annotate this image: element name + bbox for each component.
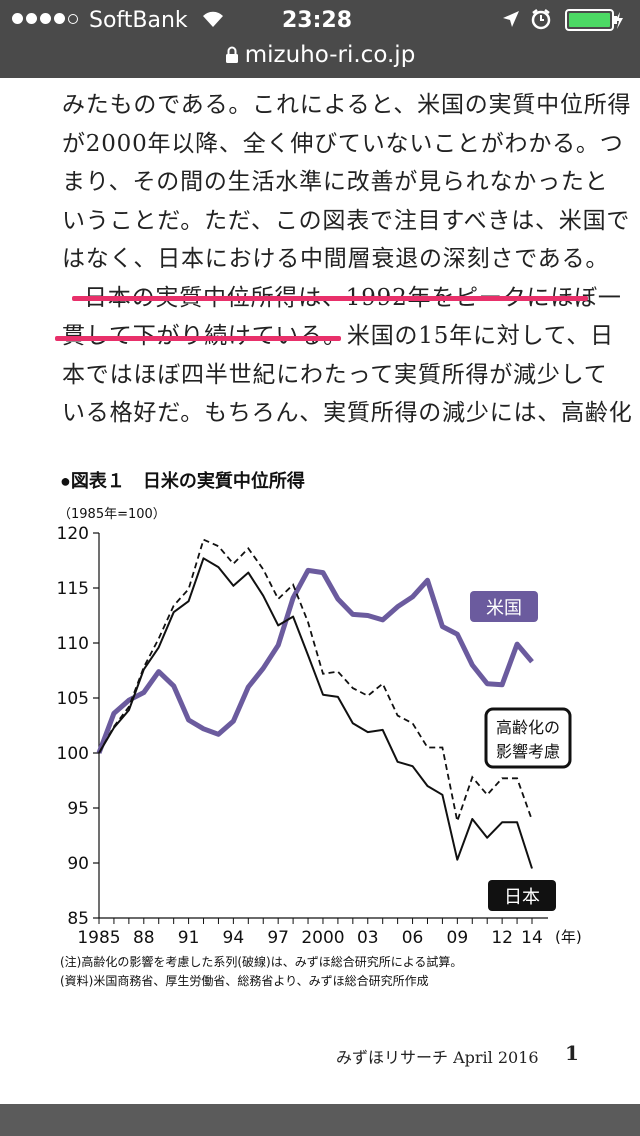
highlight-underline [55,336,341,341]
clock-time: 23:28 [282,8,353,33]
x-tick-label: 91 [178,928,200,948]
x-tick-label: 12 [491,928,513,948]
x-axis-unit: (年) [555,928,582,946]
legend-japan: 日本 [488,880,556,911]
chart-unit: （1985年=100） [58,507,166,522]
wifi-icon [203,11,223,27]
article-line: が2000年以降、全く伸びていないことがわかる。つ [62,130,624,157]
x-tick-label: 14 [521,928,543,948]
article-line: はなく、日本における中間層衰退の深刻さである。 [62,246,610,272]
y-tick-label: 90 [67,854,89,874]
chart-note: (注)高齢化の影響を考慮した系列(破線)は、みずほ総合研究所による試算。 [60,954,462,969]
legend-us: 米国 [470,591,538,622]
y-tick-label: 95 [67,799,89,819]
aging-adjusted-series-line [98,538,533,825]
series-layer [96,538,534,869]
y-tick-label: 110 [57,634,89,654]
location-arrow-icon [503,11,519,27]
article-body: みたものである。これによると、米国の実質中位所得 が2000年以降、全く伸びてい… [62,86,633,433]
x-tick-label: 97 [267,928,289,948]
article-line: 本ではほぼ四半世紀にわたって実質所得が減少して [62,361,608,388]
legend-japan-label: 日本 [504,887,540,908]
legend-aging: 高齢化の 影響考慮 [484,707,572,769]
y-tick-label: 85 [67,909,89,929]
x-tick-label: 09 [447,928,469,948]
page-number: 1 [565,1041,579,1065]
article-line: いる格好だ。もちろん、実質所得の減少には、高齢化 [62,400,633,426]
x-tick-label: 88 [133,928,155,948]
chart-source: (資料)米国商務省、厚生労働省、総務省より、みずほ総合研究所作成 [60,973,429,988]
article-line: まり、その間の生活水準に改善が見られなかったと [62,169,609,195]
x-tick-label: 94 [223,928,245,948]
legend-aging-label-2: 影響考慮 [496,742,560,761]
japan-series-line [98,557,533,869]
publication-footer: みずほリサーチ April 2016 [336,1048,539,1067]
chart-title: ●図表１ 日米の実質中位所得 [60,470,305,491]
y-tick-label: 105 [57,689,89,709]
url-bar[interactable]: mizuho-ri.co.jp [0,40,640,78]
x-tick-label: 2000 [301,928,344,948]
x-tick-label: 06 [402,928,424,948]
article-line: いうことだ。ただ、この図表で注目すべきは、米国で [62,207,631,234]
income-chart: ●図表１ 日米の実質中位所得 （1985年=100） 85 90 95 100 105 1… [57,470,582,988]
lock-icon [225,46,238,63]
legend-us-label: 米国 [486,598,522,619]
y-tick-label: 100 [57,744,89,764]
y-ticks: 85 90 95 100 105 110 115 120 [57,524,99,929]
us-series-line [96,567,534,754]
legend-aging-label-1: 高齢化の [496,718,560,737]
article-line: みたものである。これによると、米国の実質中位所得 [62,92,632,118]
x-tick-label: 03 [357,928,379,948]
highlight-underline [72,296,588,301]
x-tick-label: 1985 [77,928,120,948]
browser-bottom-bar [0,1104,640,1136]
carrier-name: SoftBank [89,8,188,33]
signal-strength-icon [12,13,81,24]
url-text: mizuho-ri.co.jp [244,42,416,68]
y-tick-label: 115 [57,579,89,599]
status-bar: SoftBank 23:28 [0,0,640,40]
y-tick-label: 120 [57,524,89,544]
x-ticks: 1985 88 91 94 97 2000 03 06 09 12 14 [77,918,543,948]
battery-icon [565,9,623,31]
alarm-clock-icon [531,9,551,30]
